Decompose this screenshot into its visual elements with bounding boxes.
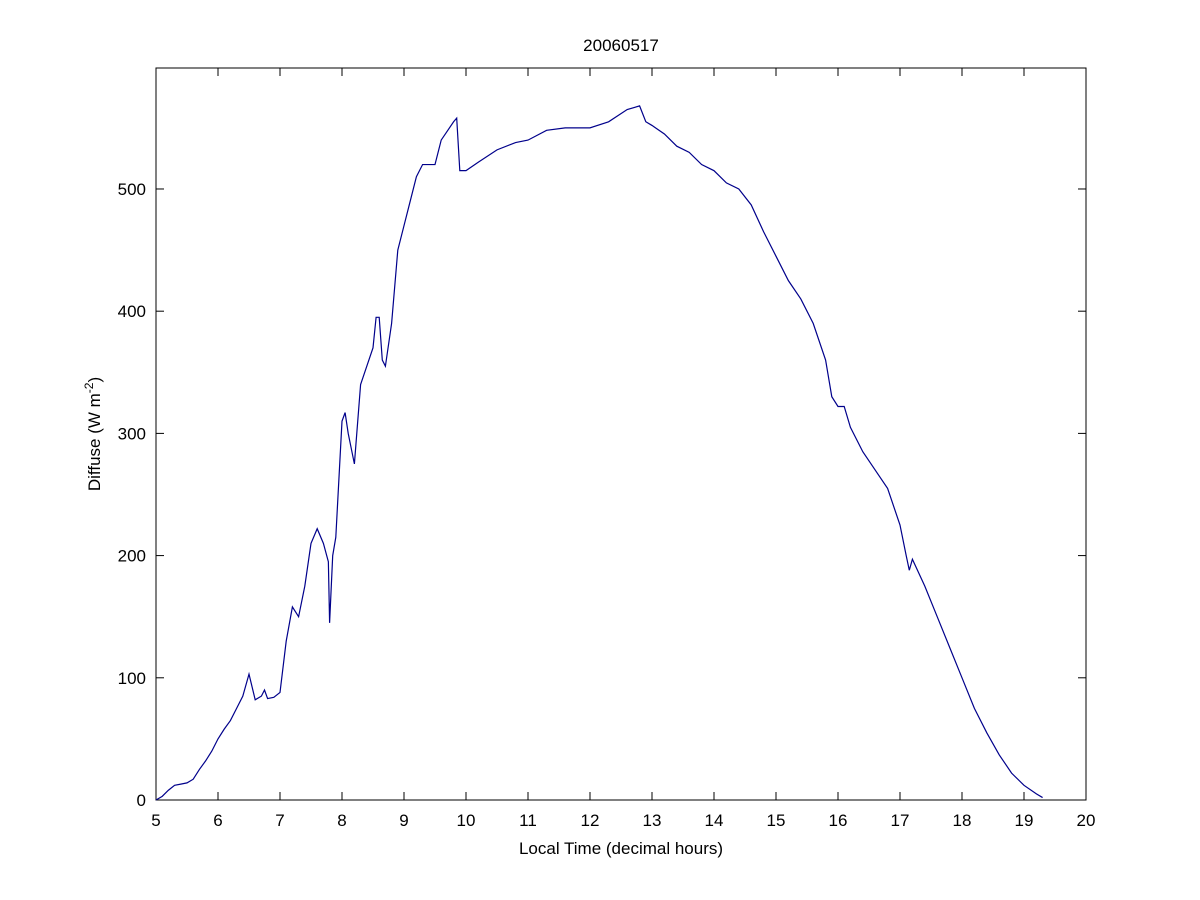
y-tick-label: 500 [118,180,146,199]
y-tick-label: 100 [118,669,146,688]
y-tick-label: 300 [118,424,146,443]
y-axis-label: Diffuse (W m-2) [82,377,104,491]
x-tick-label: 10 [457,811,476,830]
x-tick-label: 5 [151,811,160,830]
x-tick-label: 7 [275,811,284,830]
y-label-superscript: -2 [82,382,96,393]
x-tick-label: 12 [581,811,600,830]
x-tick-label: 17 [891,811,910,830]
chart-title: 20060517 [583,36,659,55]
y-label-text: Diffuse (W m [85,393,104,491]
x-tick-label: 13 [643,811,662,830]
x-axis-label: Local Time (decimal hours) [519,839,723,858]
x-tick-label: 20 [1077,811,1096,830]
x-tick-label: 18 [953,811,972,830]
x-tick-label: 11 [519,811,537,830]
y-tick-label: 200 [118,547,146,566]
x-tick-label: 6 [213,811,222,830]
x-tick-label: 8 [337,811,346,830]
y-tick-label: 0 [137,791,146,810]
x-tick-label: 19 [1015,811,1034,830]
x-tick-label: 9 [399,811,408,830]
y-tick-label: 400 [118,302,146,321]
x-tick-label: 15 [767,811,786,830]
x-tick-label: 16 [829,811,848,830]
y-label-suffix: ) [85,377,104,383]
axes-box [155,67,1087,801]
data-line [155,105,1043,801]
x-tick-label: 14 [705,811,724,830]
